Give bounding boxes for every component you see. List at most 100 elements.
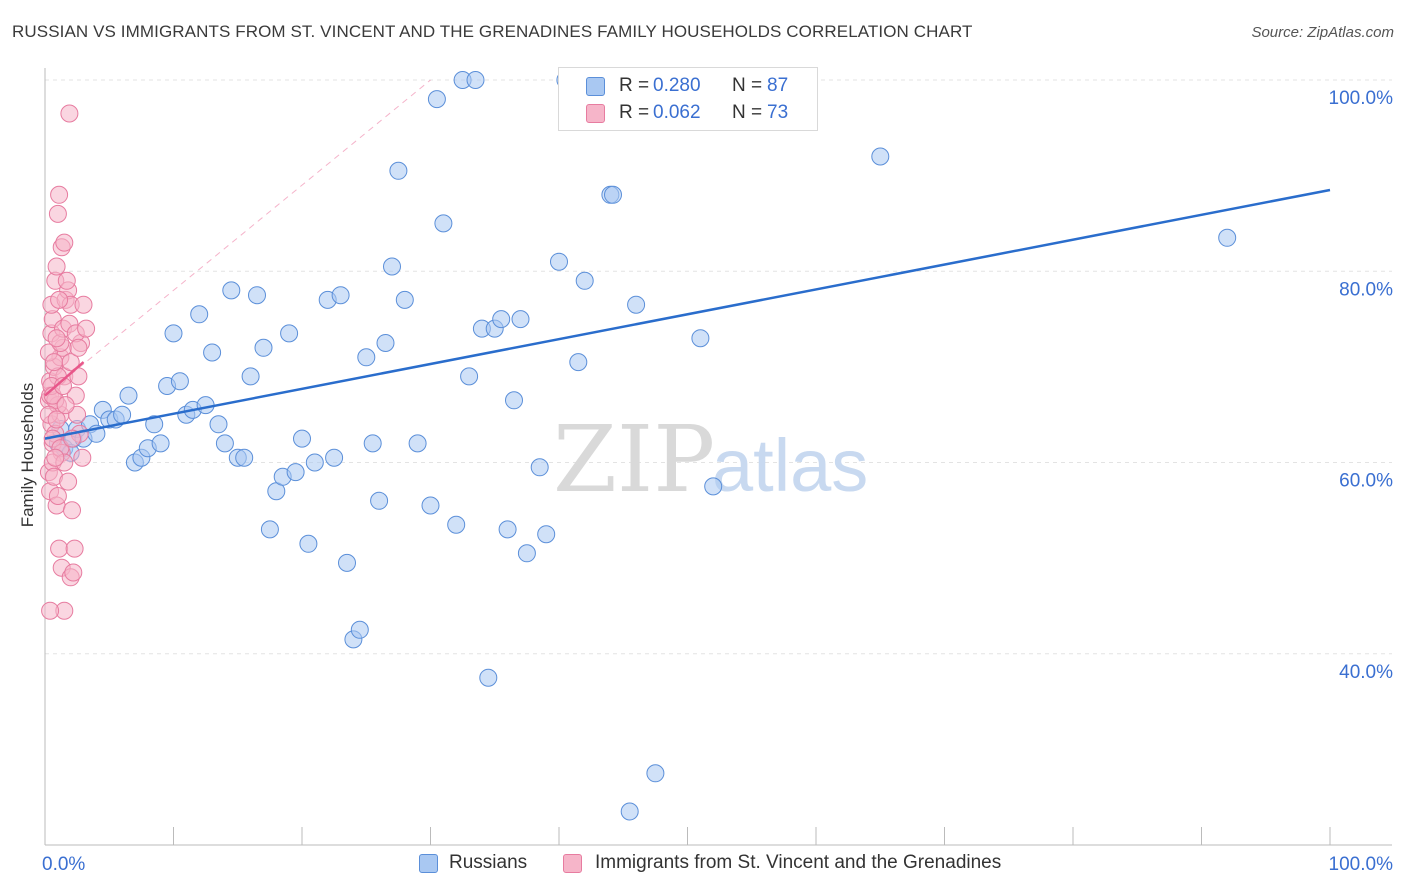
label-layer: 40.0% 60.0% 80.0% 100.0% 0.0% 100.0% Family Ho…	[18, 88, 1393, 875]
russians-point	[550, 252, 568, 271]
russians-point	[530, 458, 549, 477]
russians-point	[299, 534, 318, 553]
russians-point	[350, 620, 369, 639]
russians-point	[241, 367, 260, 386]
legend-r-value: 0.062	[653, 102, 701, 123]
correlation-legend: R = 0.280 N = 87 R = 0.062 N = 73	[558, 67, 818, 131]
russians-point	[604, 185, 622, 204]
immigrants-point	[69, 338, 88, 357]
immigrants-point	[50, 539, 69, 558]
legend-r-value: 0.280	[653, 75, 701, 96]
russians-point	[209, 415, 228, 434]
chart-title: RUSSIAN VS IMMIGRANTS FROM ST. VINCENT A…	[12, 22, 973, 41]
russians-point	[871, 147, 890, 166]
russians-point	[466, 71, 485, 89]
russians-point	[517, 544, 536, 563]
russians-point	[215, 434, 234, 453]
legend-n-label: N =	[732, 102, 763, 123]
russians-point	[235, 448, 254, 467]
russians-point	[389, 161, 408, 180]
immigrants-trend-extension	[44, 79, 431, 396]
immigrants-point	[41, 601, 60, 620]
immigrants-point	[48, 204, 67, 223]
russians-point	[190, 305, 209, 324]
immigrants-point	[61, 353, 80, 372]
y-tick-label: 60.0%	[1339, 471, 1393, 492]
russians-point	[395, 290, 414, 309]
watermark-atlas: atlas	[712, 424, 868, 507]
russians-point	[293, 429, 311, 448]
russians-point	[357, 348, 376, 367]
russians-point	[170, 372, 189, 391]
russians-point	[305, 453, 324, 472]
russians-point	[646, 764, 665, 783]
russians-point	[434, 214, 453, 233]
immigrants-point	[74, 295, 93, 314]
russians-point	[447, 515, 466, 534]
russians-point	[286, 463, 305, 482]
russians-point	[260, 520, 279, 539]
russians-point	[254, 338, 273, 357]
russians-point	[164, 324, 183, 343]
russians-point	[511, 310, 530, 329]
y-axis-title: Family Households	[18, 383, 37, 528]
y-tick-label: 40.0%	[1339, 662, 1393, 683]
russians-point	[704, 477, 723, 496]
immigrants-point	[73, 448, 92, 467]
russians-point	[479, 668, 498, 687]
russians-point	[325, 448, 344, 467]
russians-point	[370, 491, 389, 510]
russians-point	[331, 286, 350, 305]
legend-n-value: 73	[767, 102, 789, 123]
russians-point	[338, 553, 356, 572]
immigrants-point	[47, 329, 66, 348]
immigrants-point	[56, 396, 75, 415]
russians-point	[575, 271, 594, 290]
immigrants-point	[47, 410, 66, 429]
immigrants-point	[48, 487, 67, 505]
legend-swatch-immigrants	[586, 104, 605, 123]
legend-swatch-russians	[586, 77, 605, 96]
y-tick-label: 100.0%	[1329, 88, 1394, 109]
russians-point	[119, 386, 138, 405]
russians-point	[627, 295, 646, 314]
russians-trend-line	[44, 188, 1331, 440]
axis-layer	[44, 68, 1392, 846]
grid-layer	[45, 79, 1392, 655]
russians-point	[408, 434, 427, 453]
russians-point	[376, 334, 395, 352]
watermark-zip: ZIP	[553, 406, 715, 513]
russians-point	[620, 802, 639, 821]
immigrants-point	[55, 233, 74, 252]
x-tick-label-max: 100.0%	[1329, 854, 1394, 875]
russians-point	[460, 367, 479, 386]
immigrants-point	[68, 405, 87, 424]
immigrants-point	[57, 271, 76, 290]
russians-point	[151, 434, 170, 453]
immigrants-point	[77, 319, 96, 338]
immigrants-point	[46, 448, 65, 467]
russians-point	[498, 520, 517, 539]
immigrants-point	[50, 290, 69, 309]
points-layer	[39, 71, 1237, 821]
immigrants-point	[45, 353, 63, 372]
russians-point	[691, 329, 710, 348]
immigrants-point	[60, 104, 79, 123]
legend-r-label: R =	[619, 102, 650, 123]
immigrants-trend-line	[44, 361, 85, 397]
legend-n-value: 87	[767, 75, 789, 96]
legend-n-label: N =	[732, 75, 763, 96]
legend-r-label: R =	[619, 75, 650, 96]
russians-point	[248, 286, 266, 305]
trend-layer	[44, 79, 1331, 440]
russians-point	[427, 90, 446, 109]
russians-point	[113, 405, 132, 424]
russians-point	[537, 525, 556, 544]
immigrants-point	[50, 185, 69, 204]
russians-point	[363, 434, 382, 453]
russians-point	[492, 310, 511, 329]
immigrants-point	[59, 472, 78, 491]
russians-point	[145, 415, 164, 434]
immigrants-point	[64, 563, 83, 582]
